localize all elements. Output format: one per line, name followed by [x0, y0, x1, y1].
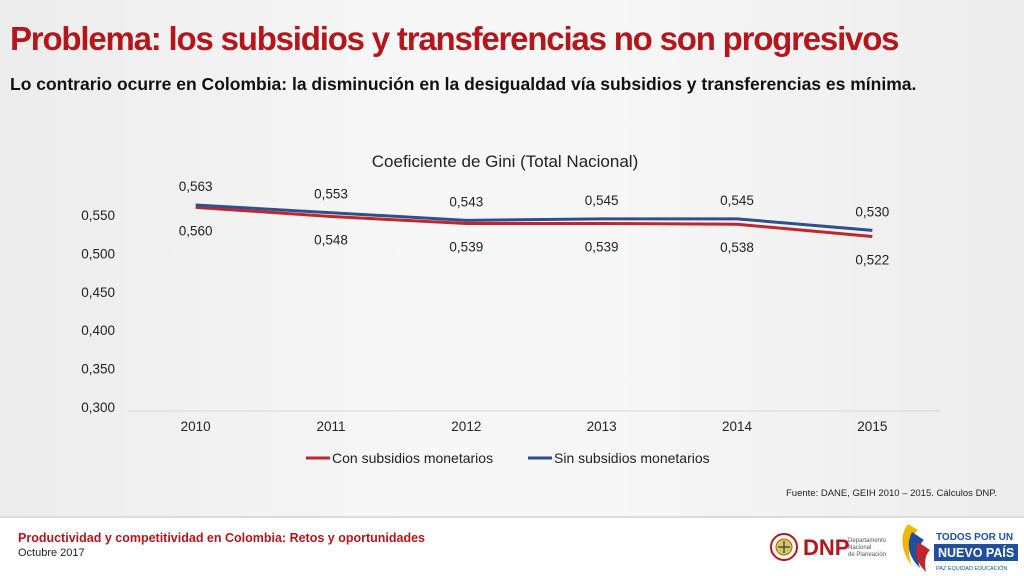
footer-divider: [0, 516, 1024, 518]
x-tick-label: 2014: [722, 419, 753, 434]
series-group: [195, 203, 873, 238]
gov-logo-band: [934, 544, 1018, 561]
chart-title: Coeficiente de Gini (Total Nacional): [372, 152, 638, 171]
data-label: 0,522: [855, 253, 889, 268]
data-label: 0,553: [314, 187, 348, 202]
series-line-con-subsidios: [195, 205, 873, 238]
source-note: Fuente: DANE, GEIH 2010 – 2015. Cálculos…: [786, 488, 998, 499]
dnp-logo-line3: de Planeación: [848, 552, 886, 558]
dnp-logo-line2: Nacional: [848, 545, 871, 551]
data-labels: 0,560 0,548 0,539 0,539 0,538 0,522 0,563 0,553…: [179, 179, 889, 267]
footer-title: Productividad y competitividad en Colomb…: [18, 531, 425, 545]
data-label: 0,543: [449, 194, 483, 209]
gov-logo-line1: TODOS POR UN: [936, 532, 1013, 543]
dnp-logo-text: DNP: [803, 535, 849, 560]
data-label: 0,545: [720, 193, 754, 208]
colombia-seal-icon: [770, 533, 798, 561]
logos-area: DNP Departamento Nacional de Planeación …: [770, 524, 1018, 572]
chart-legend: Con subsidios monetarios Sin subsidios mo…: [306, 450, 710, 466]
dnp-logo-line1: Departamento: [848, 538, 887, 544]
data-label: 0,548: [314, 233, 348, 248]
data-label: 0,563: [179, 179, 213, 194]
x-tick-label: 2012: [451, 419, 481, 434]
data-label: 0,560: [179, 223, 213, 238]
y-tick-label: 0,500: [81, 246, 115, 261]
slide-subtitle: Lo contrario ocurre en Colombia: la dism…: [10, 74, 917, 94]
x-tick-label: 2015: [857, 419, 887, 434]
y-tick-label: 0,400: [81, 323, 115, 338]
data-label: 0,539: [585, 239, 619, 254]
y-tick-label: 0,450: [81, 285, 115, 300]
data-label: 0,545: [585, 193, 619, 208]
y-tick-label: 0,350: [81, 362, 115, 377]
legend-label: Con subsidios monetarios: [332, 450, 493, 466]
x-axis: 2010 2011 2012 2013 2014 2015: [128, 410, 940, 434]
gov-logo-line2: NUEVO PAÍS: [938, 545, 1014, 560]
y-tick-label: 0,300: [81, 400, 115, 415]
legend-label: Sin subsidios monetarios: [554, 450, 710, 466]
data-label: 0,539: [449, 239, 483, 254]
x-tick-label: 2010: [181, 419, 211, 434]
x-tick-label: 2013: [587, 419, 617, 434]
footer-date: Octubre 2017: [18, 547, 85, 559]
data-label: 0,530: [855, 204, 889, 219]
gov-logo-line3: PAZ EQUIDAD EDUCACIÓN: [936, 565, 1007, 572]
gini-line-chart: Coeficiente de Gini (Total Nacional) 0,3…: [81, 152, 940, 466]
slide-title: Problema: los subsidios y transferencias…: [10, 20, 900, 57]
gov-mark-icon: [902, 524, 930, 572]
x-tick-label: 2011: [316, 419, 345, 434]
y-tick-label: 0,550: [81, 208, 115, 223]
data-label: 0,538: [720, 240, 754, 255]
series-line-sin-subsidios: [195, 203, 873, 232]
y-axis: 0,300 0,350 0,400 0,450 0,500 0,550: [81, 208, 115, 415]
footer-bar: [0, 518, 1024, 576]
